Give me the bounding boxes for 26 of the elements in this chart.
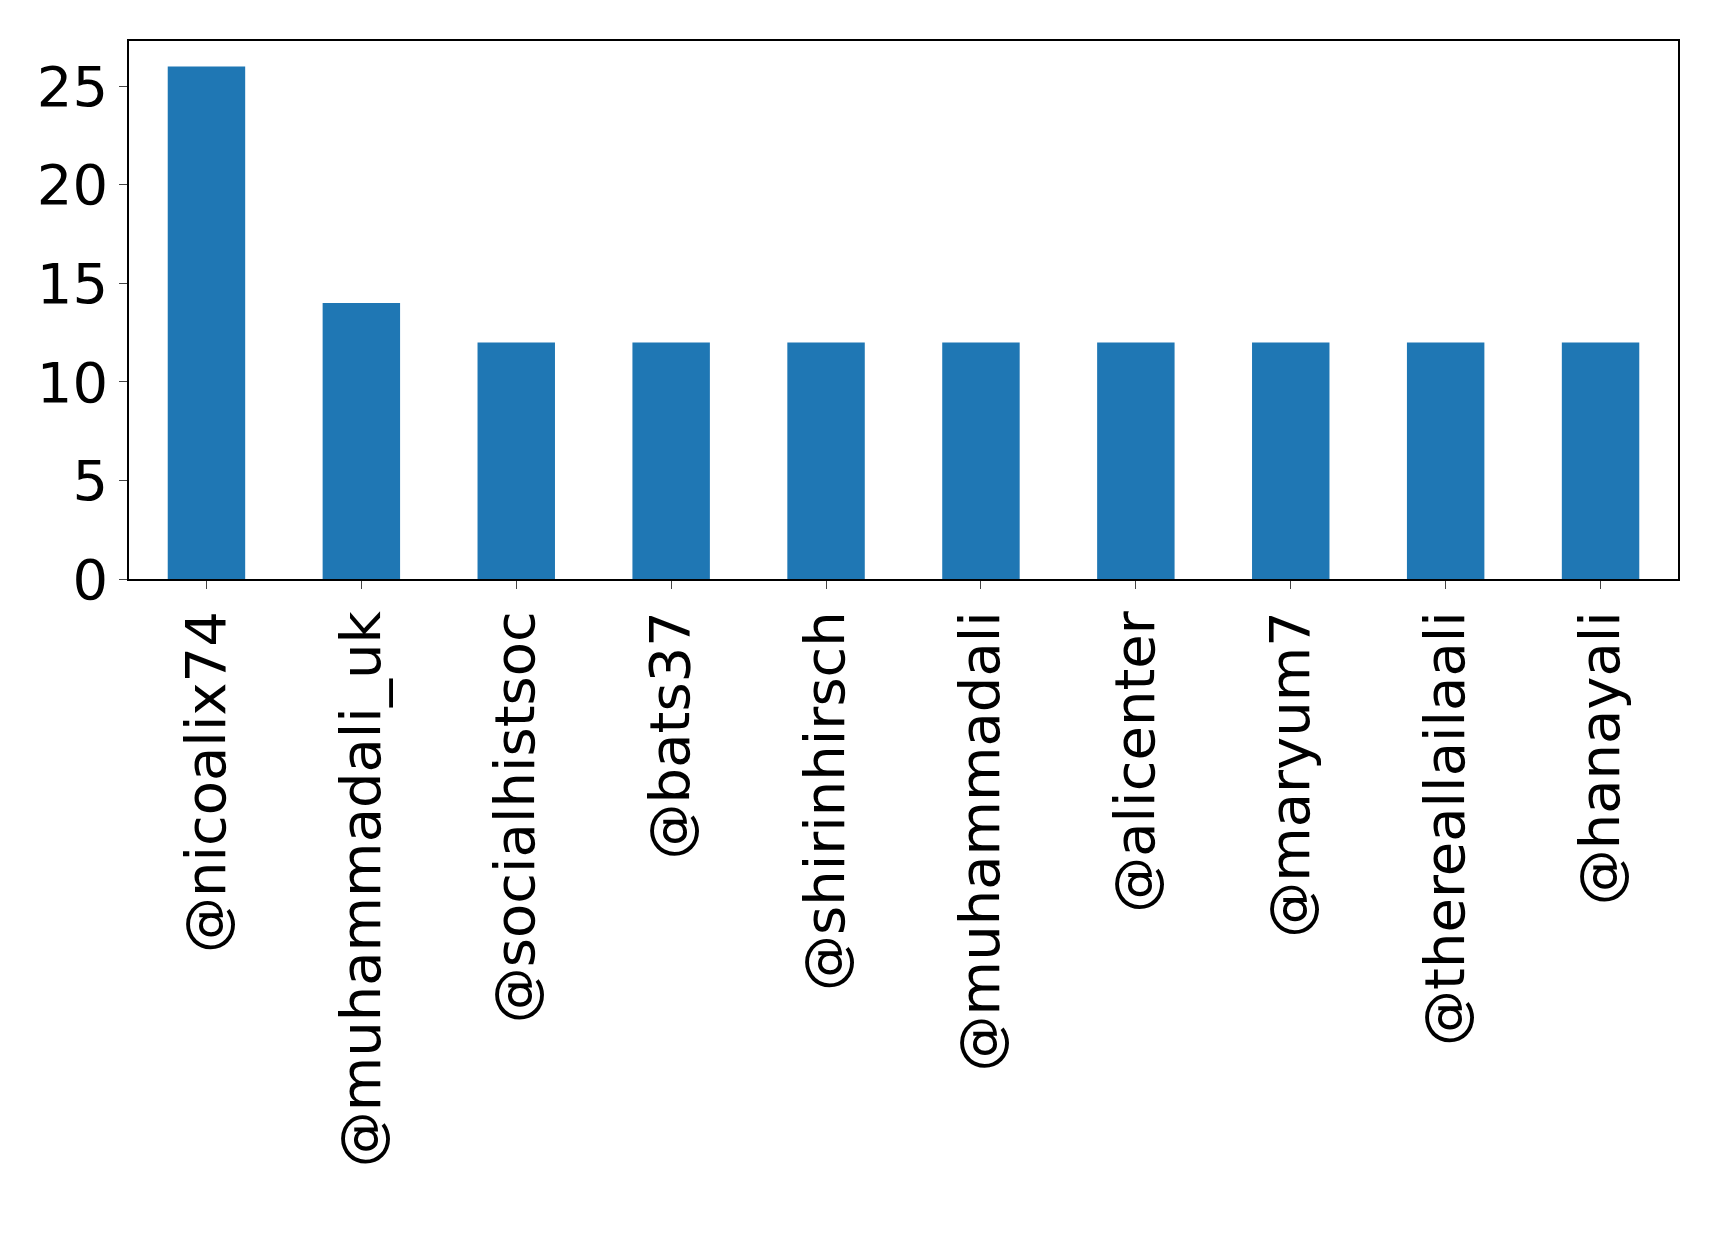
y-tick-label: 20 <box>36 152 109 218</box>
x-tick-label: @shirinhirsch <box>792 611 858 991</box>
x-tick-label: @socialhistsoc <box>482 611 548 1024</box>
y-tick-label: 0 <box>72 546 109 612</box>
bar <box>1561 342 1640 579</box>
bar <box>167 66 246 579</box>
bar <box>942 342 1020 579</box>
x-tick-label: @bats37 <box>637 611 703 860</box>
bar <box>1097 342 1175 579</box>
x-tick-label: @hanayali <box>1566 611 1632 906</box>
bar <box>632 342 710 579</box>
y-tick-label: 10 <box>36 349 109 415</box>
x-tick-label: @thereallailaali <box>1411 611 1477 1046</box>
bar <box>1406 342 1485 579</box>
x-tick-label: @muhammadali <box>947 611 1013 1072</box>
y-tick-label: 25 <box>36 53 109 119</box>
x-tick-label: @nicoalix74 <box>172 611 238 954</box>
bar <box>787 342 865 579</box>
bar <box>477 342 555 579</box>
x-tick-label: @alicenter <box>1102 610 1168 913</box>
y-tick-label: 15 <box>36 251 109 316</box>
bar <box>1252 342 1330 579</box>
x-tick-label: @muhammadali_uk <box>327 610 393 1168</box>
bar <box>322 303 401 579</box>
x-tick-label: @maryum7 <box>1256 611 1322 938</box>
y-tick-label: 5 <box>72 448 109 514</box>
